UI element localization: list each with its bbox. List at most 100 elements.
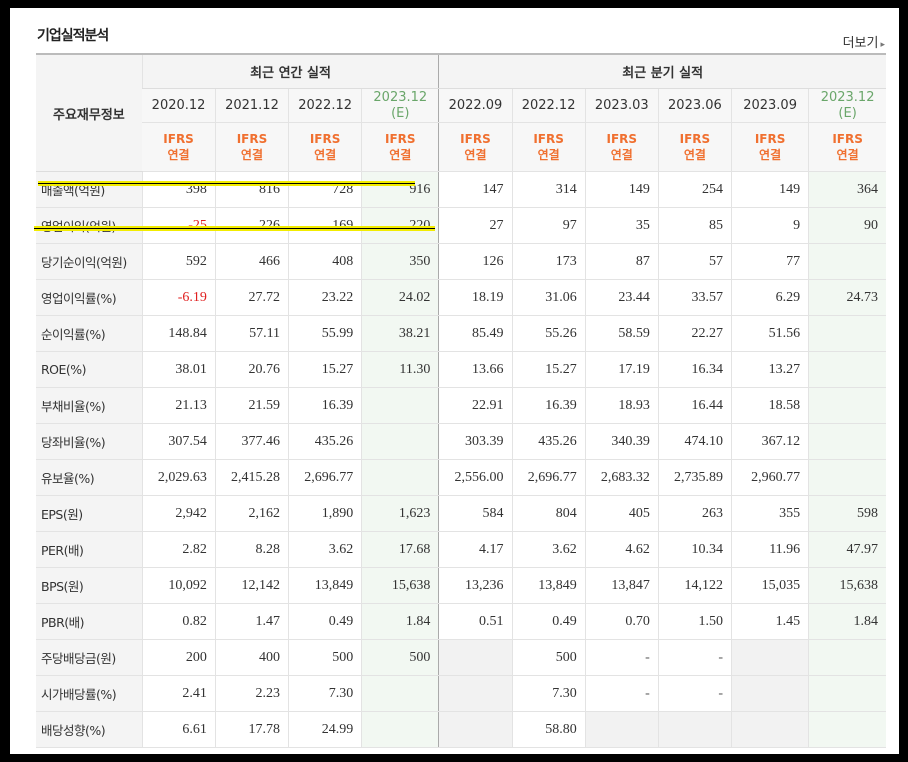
data-cell: 340.39 (584, 423, 659, 460)
data-cell: 14,122 (657, 567, 732, 604)
data-cell: 17.19 (584, 351, 659, 388)
data-cell (730, 711, 809, 748)
data-cell: 47.97 (808, 531, 886, 568)
data-cell: 24.73 (808, 279, 886, 316)
data-cell: 33.57 (657, 279, 732, 316)
data-cell: 355 (730, 495, 809, 532)
data-cell: 13.27 (730, 351, 809, 388)
data-cell: 87 (584, 243, 659, 280)
table-row: 유보율(%) 2,029.63 2,415.28 2,696.77 2,556.00 2,… (36, 459, 886, 496)
period-header: 2022.09 (438, 88, 513, 123)
data-cell: 31.06 (511, 279, 586, 316)
data-cell (438, 711, 513, 748)
data-cell: 16.39 (511, 387, 586, 424)
data-cell: 24.99 (288, 711, 362, 748)
data-cell: 6.29 (730, 279, 809, 316)
data-cell (808, 711, 886, 748)
data-cell: 13,847 (584, 567, 659, 604)
basis-header: IFRS 연결 (288, 122, 362, 172)
data-cell (730, 639, 809, 676)
basis-consolidated: 연결 (314, 148, 337, 162)
period-date: 2023.06 (668, 98, 722, 113)
period-header: 2023.03 (584, 88, 659, 123)
table-row: 당기순이익(억원) 592 466 408 350 126 173 87 57 77 (36, 243, 886, 280)
data-cell: 13,236 (438, 567, 513, 604)
data-cell: 2,162 (214, 495, 289, 532)
data-cell: 435.26 (288, 423, 362, 460)
data-cell: 15.27 (288, 351, 362, 388)
data-cell: 27 (438, 207, 513, 244)
basis-header: IFRS 연결 (361, 122, 439, 172)
basis-consolidated: 연결 (683, 148, 706, 162)
data-cell (361, 711, 439, 748)
table-row: 시가배당률(%) 2.41 2.23 7.30 7.30- - (36, 675, 886, 712)
table-row: 당좌비율(%) 307.54 377.46 435.26 303.39 435.26 340… (36, 423, 886, 460)
basis-header: IFRS 연결 (438, 122, 513, 172)
data-cell: 2.82 (141, 531, 216, 568)
basis-consolidated: 연결 (759, 148, 782, 162)
data-cell: 220 (361, 207, 439, 244)
data-cell: 23.44 (584, 279, 659, 316)
data-cell: 16.44 (657, 387, 732, 424)
quarter-group-header: 최근 분기 실적 (438, 53, 886, 89)
data-cell (584, 711, 659, 748)
data-cell: 15,035 (730, 567, 809, 604)
basis-header: IFRS 연결 (511, 122, 586, 172)
annual-group-header: 최근 연간 실적 (141, 53, 439, 89)
data-cell (730, 675, 809, 712)
data-cell: 57 (657, 243, 732, 280)
data-cell: 804 (511, 495, 586, 532)
data-cell: 90 (808, 207, 886, 244)
period-header: 2023.12 (E) (361, 88, 439, 123)
data-cell (808, 351, 886, 388)
data-cell: 2.23 (214, 675, 289, 712)
data-cell (808, 639, 886, 676)
data-cell: 2,696.77 (288, 459, 362, 496)
data-cell: 1,890 (288, 495, 362, 532)
data-cell: 85 (657, 207, 732, 244)
data-cell: 500 (288, 639, 362, 676)
basis-header: IFRS 연결 (142, 122, 216, 172)
data-cell: 254 (657, 171, 732, 208)
data-cell: 3.62 (511, 531, 586, 568)
table-row: PBR(배) 0.82 1.47 0.49 1.84 0.51 0.49 0.70 1.50 1.… (36, 603, 886, 640)
more-link[interactable]: 더보기 ▸ (843, 32, 885, 51)
data-cell: 9 (730, 207, 809, 244)
data-cell: 58.59 (584, 315, 659, 352)
period-header: 2022.12 (288, 88, 362, 123)
data-cell: 57.11 (214, 315, 289, 352)
data-cell: 728 (288, 171, 362, 208)
data-cell: 408 (288, 243, 362, 280)
table-row: PER(배) 2.82 8.28 3.62 17.68 4.17 3.62 4.62 10.34… (36, 531, 886, 568)
data-cell (361, 459, 439, 496)
data-cell: 24.02 (361, 279, 439, 316)
basis-consolidated: 연결 (610, 148, 633, 162)
basis-header: IFRS 연결 (214, 122, 289, 172)
row-label: ROE(%) (36, 351, 143, 388)
row-label: 배당성향(%) (36, 711, 143, 748)
data-cell: 2,735.89 (657, 459, 732, 496)
data-cell: 55.26 (511, 315, 586, 352)
basis-consolidated: 연결 (537, 148, 560, 162)
data-cell: 307.54 (141, 423, 216, 460)
row-header-label: 주요재무정보 (36, 53, 143, 172)
basis-ifrs: IFRS (385, 132, 416, 146)
table-row: 배당성향(%) 6.61 17.78 24.99 58.80 (36, 711, 886, 748)
row-label: 영업이익(억원) (36, 207, 143, 244)
data-cell: 1.84 (361, 603, 439, 640)
basis-ifrs: IFRS (754, 132, 786, 146)
data-cell: 2,556.00 (438, 459, 513, 496)
data-cell (808, 423, 886, 460)
basis-consolidated: 연결 (167, 148, 190, 162)
data-cell: 7.30 (511, 675, 586, 712)
data-cell: 85.49 (438, 315, 513, 352)
data-cell: 1,623 (361, 495, 439, 532)
basis-consolidated: 연결 (240, 148, 264, 162)
basis-ifrs: IFRS (606, 132, 638, 146)
data-cell: 3.62 (288, 531, 362, 568)
table-row: ROE(%) 38.01 20.76 15.27 11.30 13.66 15.27 17.1… (36, 351, 886, 388)
data-cell: 13.66 (438, 351, 513, 388)
data-cell: 2,696.77 (511, 459, 586, 496)
data-cell (361, 387, 439, 424)
